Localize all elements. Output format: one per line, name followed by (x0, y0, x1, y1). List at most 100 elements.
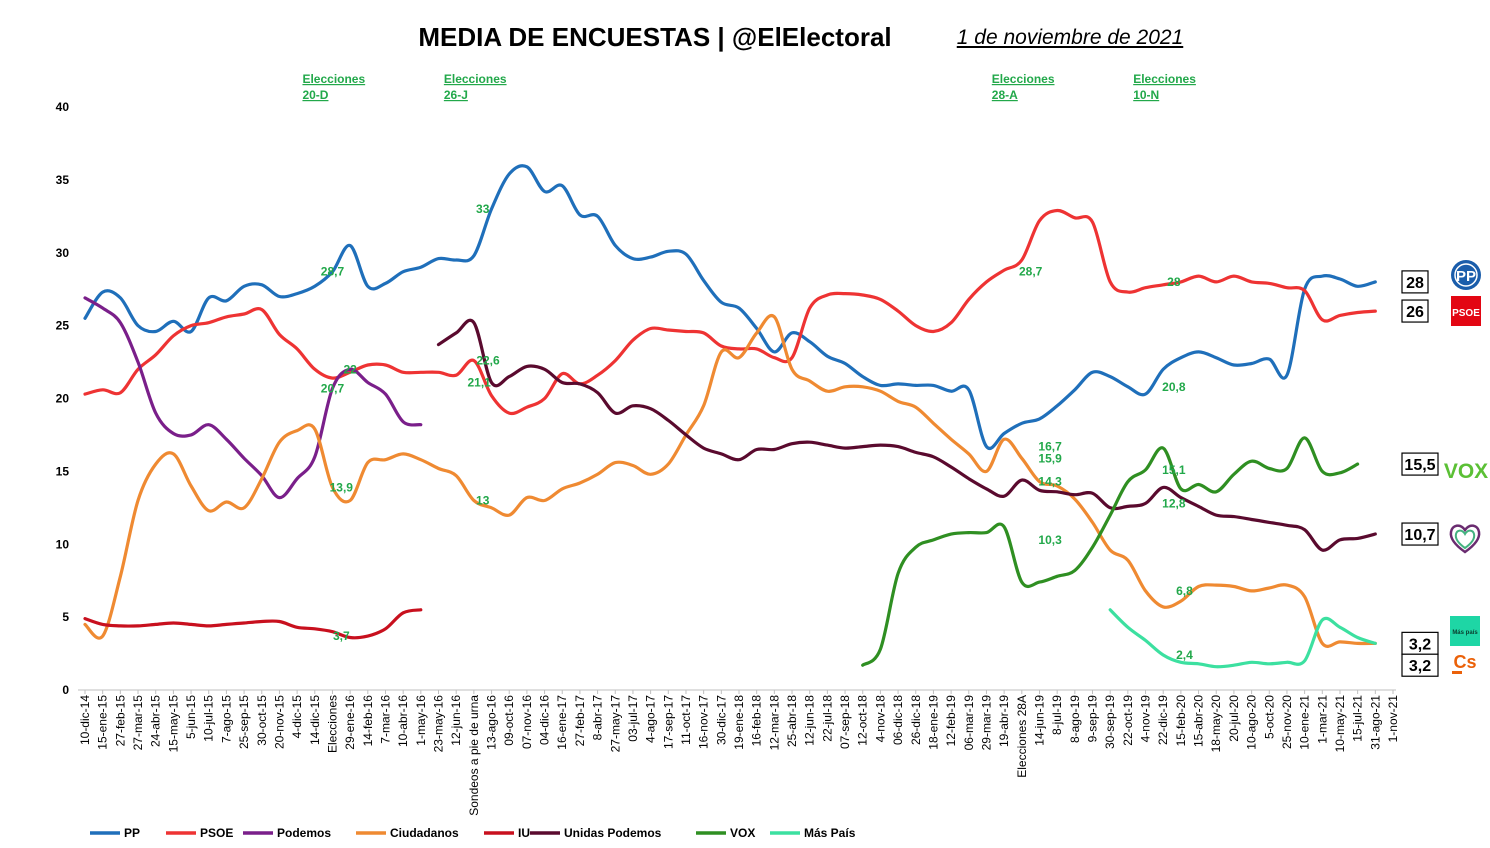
legend-label: Más País (804, 826, 856, 840)
x-tick-label: 8-jul-19 (1050, 695, 1064, 735)
data-label: 20,8 (1162, 380, 1186, 394)
data-label: 28,7 (1019, 265, 1043, 279)
x-tick-label: Elecciones 28A (1015, 695, 1029, 778)
data-label: 28,7 (321, 265, 345, 279)
data-label: 22 (343, 362, 357, 376)
y-tick-label: 40 (56, 100, 70, 114)
mas-pais-logo-text: Más país (1452, 630, 1478, 636)
end-labels: 28 26 15,5 10,7 3,2 3,2 (1401, 270, 1439, 677)
x-tick-label: 7-mar-16 (378, 695, 392, 744)
page-title: MEDIA DE ENCUESTAS | @ElElectoral (418, 22, 892, 52)
data-label: 6,8 (1176, 584, 1193, 598)
x-tick-label: 20-jul-20 (1227, 695, 1241, 742)
x-tick-label: 22-dic-19 (1156, 695, 1170, 745)
x-tick-label: 25-abr-18 (785, 695, 799, 747)
mas-pais-logo-icon: Más país (1450, 616, 1480, 646)
series-line-unidas-podemos (436, 318, 1377, 552)
series-lines (83, 164, 1377, 669)
data-annotations: 28,72220,713,93,73322,621,11328,716,715,… (321, 202, 1193, 662)
x-tick-label: 14-dic-15 (308, 695, 322, 745)
series-line-ciudadanos (83, 313, 1377, 648)
x-tick-label: 4-nov-18 (873, 695, 887, 743)
y-tick-label: 5 (62, 610, 69, 624)
legend-label: VOX (730, 826, 755, 840)
series-line-podemos (83, 296, 423, 500)
x-tick-label: 15-ene-15 (96, 695, 110, 750)
end-label-box (1401, 270, 1429, 294)
x-tick-label: 20-nov-15 (272, 695, 286, 749)
x-tick-label: 12-jun-16 (449, 695, 463, 746)
end-label: 10,7 (1404, 527, 1435, 544)
x-tick-label: 5-jun-15 (184, 695, 198, 739)
x-tick-label: 1-may-16 (414, 695, 428, 746)
data-label: 33 (476, 202, 490, 216)
x-tick-label: 29-ene-16 (343, 695, 357, 750)
series-line-psoe (83, 208, 1377, 416)
x-tick-label: 03-jul-17 (626, 695, 640, 742)
chart-legend: PP PSOE Podemos Ciudadanos IU Unidas Podemos V… (90, 826, 856, 840)
x-tick-label: 1-nov-21 (1386, 695, 1400, 743)
x-tick-label: 7-ago-15 (219, 695, 233, 743)
election-label: Elecciones (302, 72, 365, 86)
end-label-box (1401, 653, 1439, 677)
heart-logo-icon (1449, 524, 1481, 554)
data-label: 3,7 (333, 629, 350, 643)
x-tick-label: 25-sep-15 (237, 695, 251, 749)
data-label: 16,7 (1038, 440, 1062, 454)
data-label: 12,8 (1162, 496, 1186, 510)
x-tick-label: 8-ago-19 (1068, 695, 1082, 743)
y-tick-label: 25 (56, 319, 70, 333)
x-tick-label: 15-may-15 (166, 695, 180, 753)
x-tick-label: 12-jun-18 (803, 695, 817, 746)
x-tick-label: 06-dic-18 (891, 695, 905, 745)
end-label-box (1401, 299, 1429, 323)
x-tick-label: 12-oct-18 (856, 695, 870, 746)
x-tick-label: 16-ene-17 (555, 695, 569, 750)
y-tick-label: 30 (56, 246, 70, 260)
x-tick-label: 22-jul-18 (820, 695, 834, 742)
x-tick-label: 10-abr-16 (396, 695, 410, 747)
x-tick-label: 5-oct-20 (1262, 695, 1276, 739)
x-tick-label: 18-may-20 (1209, 695, 1223, 753)
x-tick-label: 14-feb-16 (361, 695, 375, 747)
party-logos: PP PSOE VOX Más país Cs (1444, 260, 1488, 674)
legend-label: IU (518, 826, 530, 840)
x-tick-label: 09-oct-16 (502, 695, 516, 746)
x-tick-label: 06-mar-19 (962, 695, 976, 751)
data-label: 13 (476, 494, 490, 508)
x-tick-label: 23-may-16 (432, 695, 446, 753)
x-tick-label: 10-ago-20 (1245, 695, 1259, 750)
x-tick-label: Sondeos a pie de urna (467, 695, 481, 816)
series-line-pp (83, 164, 1377, 450)
vox-logo-text: VOX (1444, 460, 1488, 483)
x-tick-label: 10-jul-15 (202, 695, 216, 742)
end-label: 15,5 (1404, 457, 1435, 474)
legend-label: PSOE (200, 826, 233, 840)
end-label: 3,2 (1409, 658, 1431, 675)
x-tick-label: 19-ene-18 (732, 695, 746, 750)
data-label: 28 (1167, 275, 1181, 289)
x-tick-label: 27-feb-17 (573, 695, 587, 747)
data-label: 15,9 (1038, 451, 1062, 465)
x-tick-label: 27-mar-15 (131, 695, 145, 751)
x-tick-label: Elecciones (325, 695, 339, 753)
x-tick-label: 14-jun-19 (1032, 695, 1046, 746)
x-tick-label: 4-ago-17 (644, 695, 658, 743)
data-label: 20,7 (321, 381, 345, 395)
x-tick-label: 30-sep-19 (1103, 695, 1117, 749)
election-date-label: 20-D (302, 88, 328, 102)
y-tick-label: 0 (62, 683, 69, 697)
y-tick-label: 10 (56, 537, 70, 551)
x-tick-label: 11-oct-17 (679, 695, 693, 745)
x-tick-label: 10-ene-21 (1298, 695, 1312, 750)
x-tick-label: 15-feb-20 (1174, 695, 1188, 747)
x-tick-label: 07-sep-18 (838, 695, 852, 749)
x-tick-label: 9-sep-19 (1086, 695, 1100, 743)
data-label: 21,1 (467, 375, 491, 389)
legend-label: Unidas Podemos (564, 826, 662, 840)
data-label: 13,9 (330, 480, 354, 494)
x-tick-label: 18-ene-19 (926, 695, 940, 750)
x-tick-label: 17-sep-17 (661, 695, 675, 749)
